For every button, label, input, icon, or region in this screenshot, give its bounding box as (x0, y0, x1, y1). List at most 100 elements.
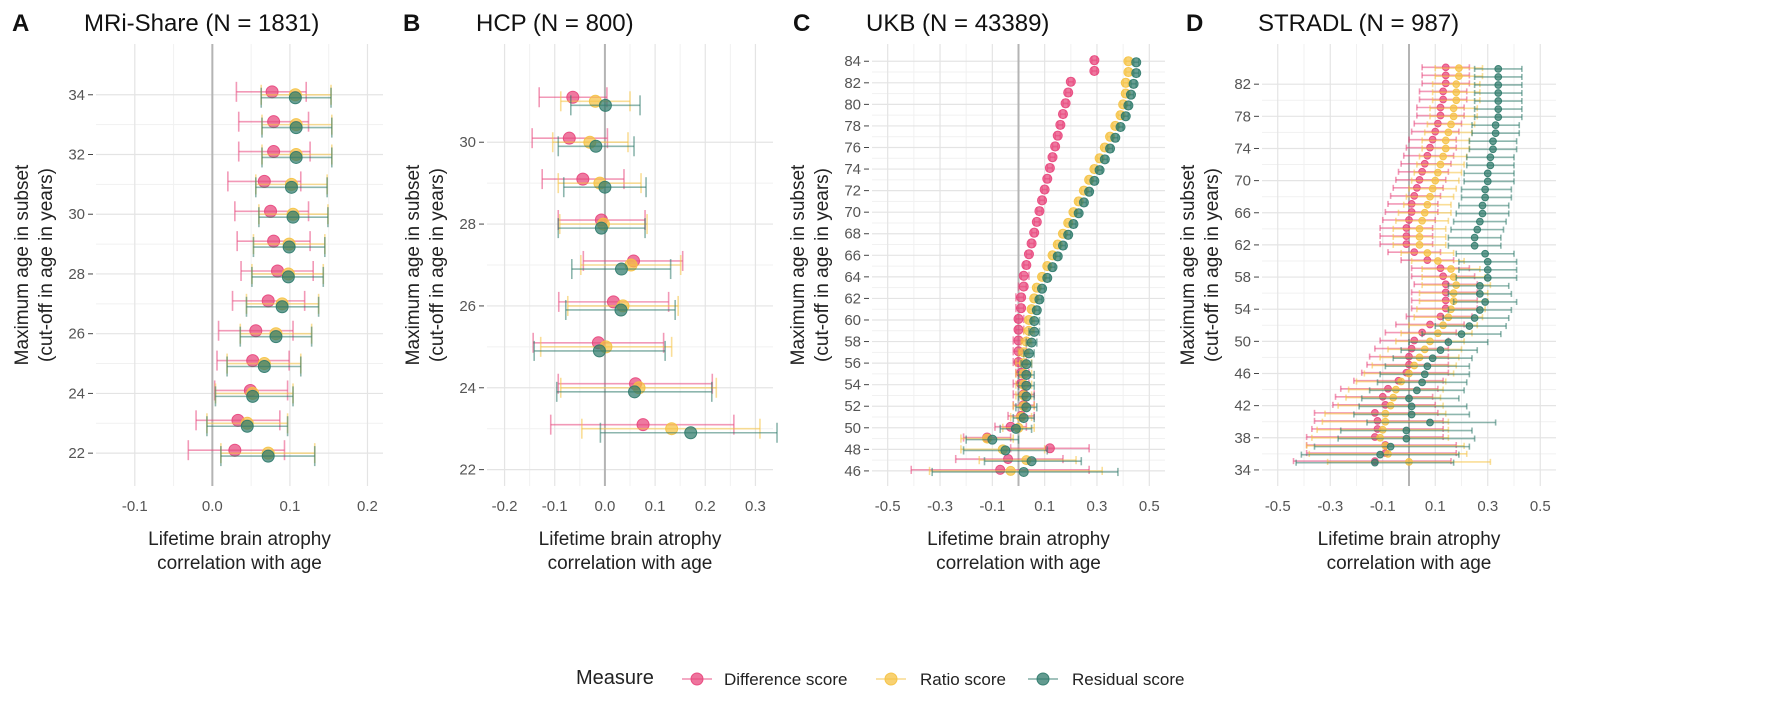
y-axis-label: Maximum age in subset (788, 164, 809, 365)
data-point (1021, 402, 1032, 413)
data-point (1481, 185, 1490, 194)
x-axis-label: correlation with age (936, 553, 1101, 574)
y-tick-label: 76 (844, 139, 861, 156)
legend-key-difference-marker (690, 672, 704, 686)
data-point (1439, 152, 1448, 161)
data-point (1120, 111, 1131, 122)
x-axis-label: Lifetime brain atrophy (539, 529, 722, 550)
y-tick-label: 38 (1234, 430, 1251, 447)
y-tick-label: 58 (844, 334, 861, 351)
data-point (566, 90, 580, 104)
data-point (1010, 423, 1021, 434)
data-point (1026, 456, 1037, 467)
y-tick-label: 62 (844, 290, 861, 307)
data-point (1420, 208, 1429, 217)
x-axis-label: correlation with age (1327, 553, 1492, 574)
data-point (1125, 89, 1137, 100)
y-tick-label: 32 (68, 147, 85, 164)
data-point (1475, 217, 1484, 226)
data-point (1470, 233, 1479, 242)
data-point (1420, 370, 1429, 379)
data-point (261, 294, 275, 308)
data-point (684, 426, 698, 440)
data-point (1483, 169, 1492, 178)
data-point (1021, 391, 1032, 402)
data-point (1426, 192, 1434, 201)
data-point (1494, 97, 1503, 105)
data-point (1370, 458, 1379, 467)
data-point (1013, 324, 1024, 335)
data-point (987, 434, 998, 445)
data-point (1418, 378, 1427, 387)
y-tick-label: 70 (844, 204, 861, 221)
data-point (265, 85, 279, 99)
data-point (1034, 294, 1045, 305)
data-point (1483, 273, 1492, 282)
data-point (1003, 454, 1014, 465)
data-point (1433, 257, 1442, 265)
data-point (246, 354, 260, 368)
data-point (1470, 314, 1479, 322)
data-point (1094, 165, 1105, 176)
y-tick-label: 64 (844, 269, 861, 286)
data-point (1405, 394, 1413, 403)
y-tick-label: 22 (68, 445, 85, 462)
data-point (1063, 229, 1074, 240)
data-point (1423, 362, 1432, 371)
data-point (257, 360, 271, 374)
data-point (1415, 241, 1424, 249)
data-point (1431, 176, 1440, 185)
data-point (282, 240, 296, 254)
data-point (1018, 413, 1029, 424)
y-tick-label: 78 (1234, 108, 1251, 125)
data-point (1494, 89, 1503, 97)
data-point (1494, 81, 1503, 89)
data-point (1047, 262, 1058, 273)
data-point (1050, 141, 1061, 152)
y-tick-label: 50 (844, 420, 861, 437)
data-point (1105, 143, 1116, 154)
x-tick-label: -0.1 (979, 498, 1005, 515)
x-axis-label: Lifetime brain atrophy (927, 529, 1110, 550)
data-point (1481, 193, 1490, 202)
chart-legend: Measure Difference score Ratio score Res… (576, 667, 1184, 689)
data-point (1055, 119, 1066, 130)
data-point (1013, 313, 1024, 324)
data-point (1423, 249, 1432, 257)
x-tick-label: 0.2 (357, 498, 378, 515)
y-tick-label: 78 (844, 118, 861, 135)
data-point (1494, 105, 1503, 113)
data-point (1475, 290, 1484, 298)
panel-letter: B (403, 10, 420, 37)
data-point (1089, 55, 1100, 66)
data-point (1060, 98, 1071, 109)
x-axis-label: correlation with age (548, 553, 713, 574)
y-tick-label: 46 (844, 463, 861, 480)
data-point (562, 131, 576, 145)
legend-key-ratio-marker (884, 672, 898, 686)
y-tick-label: 28 (459, 216, 476, 233)
x-tick-label: 0.1 (645, 498, 666, 515)
data-point (614, 262, 628, 276)
data-point (1016, 292, 1027, 303)
data-point (1447, 120, 1455, 129)
data-point (598, 180, 612, 194)
data-point (1428, 354, 1437, 363)
y-axis-label: (cut-off in age in years) (427, 168, 448, 362)
legend-title: Measure (576, 667, 654, 689)
data-point (1426, 418, 1434, 427)
data-point (1402, 434, 1411, 443)
data-point (1486, 153, 1495, 162)
data-point (628, 385, 642, 399)
legend-key-residual-marker (1036, 672, 1050, 686)
data-point (1021, 369, 1032, 380)
panel-d: -0.5 -0.3 -0.1 0.1 0.3 0.5 34 38 42 46 50 54 58 62 66 7… (1178, 10, 1556, 574)
data-point (1005, 465, 1016, 476)
data-point (1026, 337, 1037, 348)
data-point (614, 303, 628, 317)
data-point (1481, 249, 1490, 258)
data-point (1042, 173, 1053, 184)
data-point (1423, 200, 1432, 209)
y-tick-label: 22 (459, 462, 476, 479)
data-point (269, 330, 283, 344)
